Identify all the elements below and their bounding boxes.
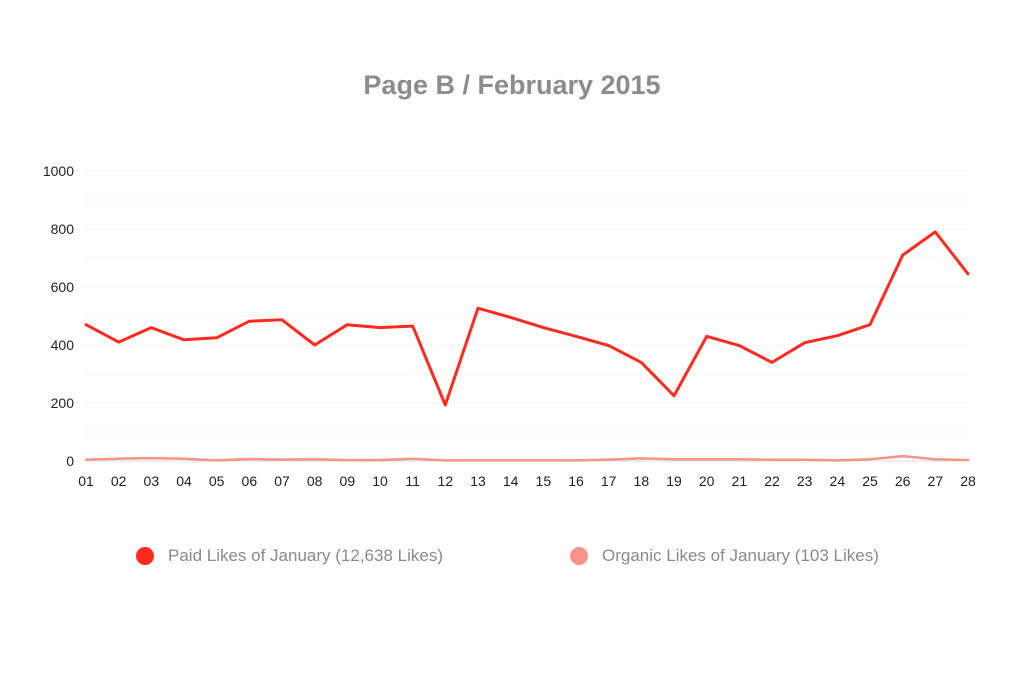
x-tick-label: 15 [536, 473, 552, 489]
series-line-paid-likes[interactable] [84, 230, 970, 407]
legend-label-paid: Paid Likes of January (12,638 Likes) [168, 546, 443, 565]
x-tick-label: 18 [634, 473, 650, 489]
x-tick-label: 22 [764, 473, 780, 489]
y-tick-label: 800 [51, 221, 75, 237]
y-axis-ticks: 0 200 400 600 800 1000 [43, 163, 74, 469]
legend-swatch-paid [136, 547, 154, 565]
x-tick-label: 07 [274, 473, 290, 489]
x-tick-label: 17 [601, 473, 617, 489]
x-tick-label: 19 [666, 473, 682, 489]
x-tick-label: 08 [307, 473, 323, 489]
x-tick-label: 03 [144, 473, 160, 489]
y-tick-label: 0 [66, 453, 74, 469]
x-tick-label: 13 [470, 473, 486, 489]
x-tick-label: 25 [862, 473, 878, 489]
x-tick-label: 23 [797, 473, 813, 489]
series-line-organic-likes[interactable] [84, 454, 970, 462]
legend-swatch-organic [570, 547, 588, 565]
y-tick-label: 1000 [43, 163, 74, 179]
x-tick-label: 11 [405, 473, 420, 489]
series-lines [84, 230, 970, 462]
x-tick-label: 14 [503, 473, 519, 489]
chart-title: Page B / February 2015 [363, 70, 661, 100]
x-tick-label: 24 [830, 473, 846, 489]
x-tick-label: 26 [895, 473, 911, 489]
legend-item-organic-likes[interactable]: Organic Likes of January (103 Likes) [570, 546, 879, 566]
x-tick-label: 20 [699, 473, 715, 489]
x-tick-label: 06 [242, 473, 258, 489]
x-tick-label: 21 [732, 473, 748, 489]
legend-label-organic: Organic Likes of January (103 Likes) [602, 546, 879, 565]
y-tick-label: 600 [51, 279, 75, 295]
y-tick-label: 400 [51, 337, 75, 353]
y-tick-label: 200 [51, 395, 75, 411]
x-tick-label: 05 [209, 473, 225, 489]
x-tick-label: 02 [111, 473, 127, 489]
x-tick-label: 28 [960, 473, 976, 489]
x-tick-label: 01 [78, 473, 94, 489]
x-tick-label: 09 [340, 473, 356, 489]
x-axis-ticks: 01 02 03 04 05 06 07 08 09 10 11 12 13 14 15 16 17 18 19 20… [78, 473, 976, 489]
x-tick-label: 16 [568, 473, 584, 489]
x-tick-label: 04 [176, 473, 192, 489]
x-tick-label: 12 [438, 473, 454, 489]
legend-item-paid-likes[interactable]: Paid Likes of January (12,638 Likes) [136, 546, 443, 566]
grid-lines [86, 170, 968, 462]
x-tick-label: 27 [928, 473, 944, 489]
x-tick-label: 10 [372, 473, 388, 489]
